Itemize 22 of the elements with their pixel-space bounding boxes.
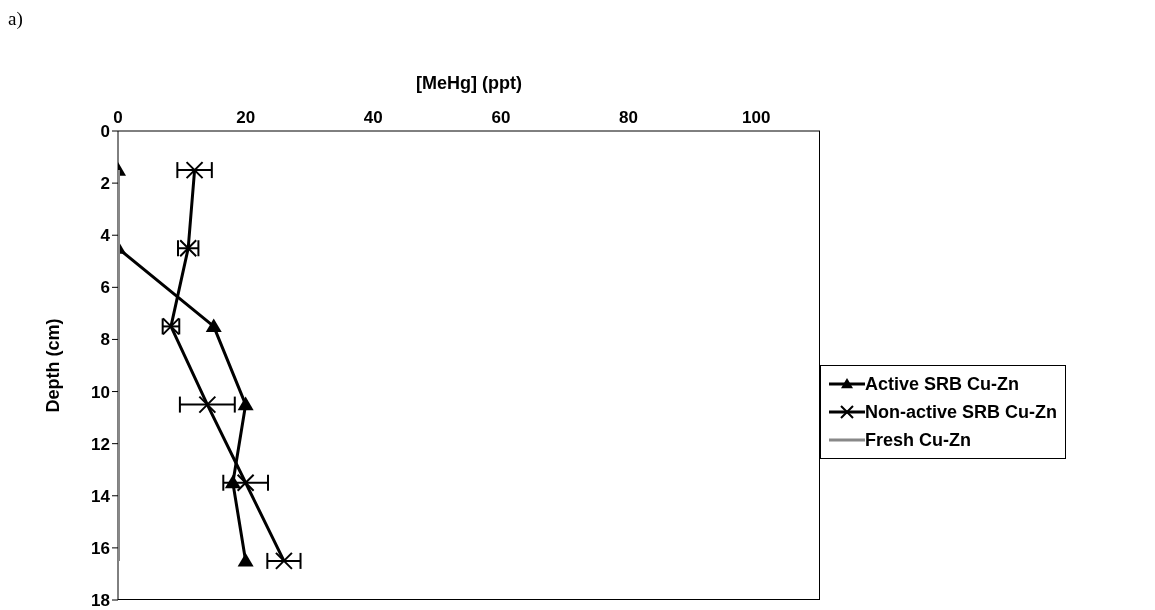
x-tick-label: 80	[619, 108, 639, 127]
y-tick-label: 16	[91, 538, 110, 558]
y-tick-label: 10	[91, 382, 110, 402]
y-tick-label: 2	[100, 174, 110, 194]
y-tick-label: 6	[100, 278, 110, 298]
y-tick-label: 14	[91, 486, 111, 506]
x-tick-label: 60	[491, 108, 511, 127]
y-axis-title: Depth (cm)	[43, 318, 64, 413]
legend-label: Active SRB Cu-Zn	[865, 373, 1020, 395]
x-tick-label: 40	[363, 108, 383, 127]
y-tick-label: 18	[91, 591, 110, 610]
y-tick-label: 12	[91, 434, 110, 454]
y-tick-label: 4	[100, 226, 111, 246]
y-tick-label: 0	[100, 122, 110, 142]
x-tick-label: 20	[236, 108, 256, 127]
x-tick-label: 100	[741, 108, 771, 127]
legend-label: Non-active SRB Cu-Zn	[865, 401, 1058, 423]
x-axis-title: [MeHg] (ppt)	[416, 72, 522, 93]
legend-label: Fresh Cu-Zn	[865, 429, 971, 451]
y-tick-label: 8	[100, 330, 110, 350]
text: a)	[8, 8, 23, 30]
x-tick-label: 0	[113, 108, 123, 127]
